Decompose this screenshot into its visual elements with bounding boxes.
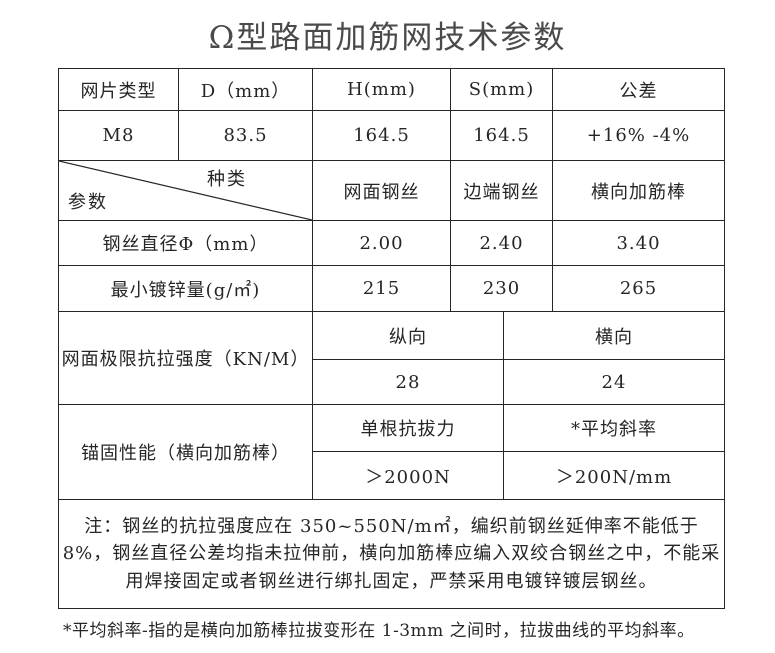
zinc-cross-bar: 265 [552,265,726,312]
note-row: 注：钢丝的抗拉强度应在 350~550N/m㎡，编织前钢丝延伸率不能低于 8%，… [57,499,726,609]
spec-row: M8 83.5 164.5 164.5 +16% -4% [58,110,726,161]
tensile-header-row: 网面极限抗拉强度（KN/M） 纵向 横向 [58,311,726,405]
tensile-longitudinal-label: 纵向 [312,311,504,360]
diameter-row: 钢丝直径Φ（mm） 2.00 2.40 3.40 [58,220,726,266]
tensile-label: 网面极限抗拉强度（KN/M） [58,311,313,405]
header-cell-mesh-type: 网片类型 [58,68,179,111]
zinc-row: 最小镀锌量(g/㎡) 215 230 265 [58,265,726,312]
kind-cell-cross-bar: 横向加筋棒 [552,160,726,221]
spec-cell-d: 83.5 [178,110,313,161]
diagonal-split-cell: 种类 参数 [58,160,313,221]
header-cell-d: D（mm） [178,68,313,111]
spec-cell-h: 164.5 [312,110,451,161]
anchoring-slope-value: ＞200N/mm [502,451,726,500]
anchoring-slope-label: *平均斜率 [502,404,726,452]
tensile-value-row: 28 24 [59,359,726,405]
anchoring-label: 锚固性能（横向加筋棒） [58,404,313,500]
spec-cell-mesh-type: M8 [58,110,179,161]
header-row: 网片类型 D（mm） H(mm) S(mm) 公差 [58,68,726,111]
tensile-transverse-value: 24 [502,359,726,405]
tensile-transverse-label: 横向 [502,311,726,360]
anchoring-pullout-value: ＞2000N [312,451,504,500]
kind-cell-edge-wire: 边端钢丝 [449,160,554,221]
page-title: Ω型路面加筋网技术参数 [208,20,567,56]
header-cell-tolerance: 公差 [552,68,726,111]
diagonal-kind-label: 种类 [207,169,247,190]
anchoring-pullout-label: 单根抗拔力 [312,404,504,452]
anchoring-header-row: 锚固性能（横向加筋棒） 单根抗拔力 *平均斜率 [58,404,726,500]
tensile-longitudinal-value: 28 [312,359,504,405]
spec-cell-s: 164.5 [449,110,554,161]
spec-table: 网片类型 D（mm） H(mm) S(mm) 公差 M8 83.5 164.5 … [57,68,726,609]
zinc-mesh-wire: 215 [312,265,451,312]
diagonal-param-label: 参数 [68,192,108,213]
header-cell-s: S(mm) [449,68,554,111]
zinc-edge-wire: 230 [449,265,554,312]
diameter-label: 钢丝直径Φ（mm） [58,220,313,266]
spec-cell-tolerance: +16% -4% [552,110,726,161]
diameter-mesh-wire: 2.00 [312,220,451,266]
diameter-edge-wire: 2.40 [449,220,554,266]
kind-header-row: 种类 参数 网面钢丝 边端钢丝 横向加筋棒 [58,160,726,221]
note-text: 注：钢丝的抗拉强度应在 350~550N/m㎡，编织前钢丝延伸率不能低于 8%，… [57,499,726,609]
kind-cell-mesh-wire: 网面钢丝 [312,160,451,221]
diagonal-line [59,161,312,220]
zinc-label: 最小镀锌量(g/㎡) [58,265,313,312]
footnote-text: *平均斜率-指的是横向加筋棒拉拔变形在 1-3mm 之间时，拉拔曲线的平均斜率。 [63,621,695,641]
header-cell-h: H(mm) [312,68,451,111]
diameter-cross-bar: 3.40 [552,220,726,266]
